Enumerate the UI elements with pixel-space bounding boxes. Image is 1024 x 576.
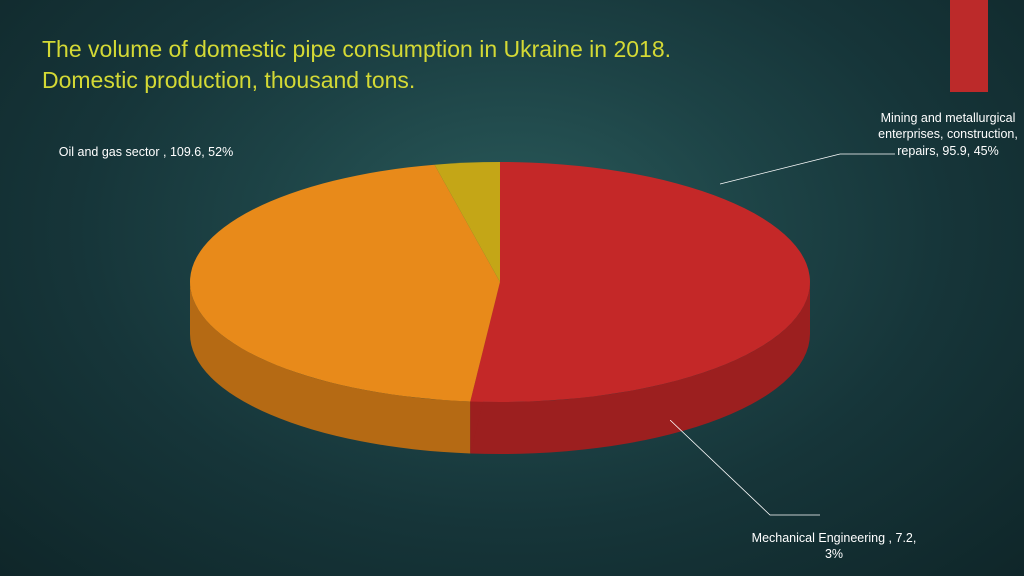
accent-bar: [950, 0, 988, 92]
label-oil-gas: Oil and gas sector , 109.6, 52%: [56, 144, 236, 160]
title-line-2: Domestic production, thousand tons.: [42, 67, 415, 93]
pie-chart: Oil and gas sector , 109.6, 52% Mining a…: [170, 150, 830, 530]
slide: The volume of domestic pipe consumption …: [0, 0, 1024, 576]
leader-mech: [670, 420, 890, 540]
slide-title: The volume of domestic pipe consumption …: [42, 34, 671, 96]
title-line-1: The volume of domestic pipe consumption …: [42, 36, 671, 62]
leader-mining: [720, 142, 1000, 222]
